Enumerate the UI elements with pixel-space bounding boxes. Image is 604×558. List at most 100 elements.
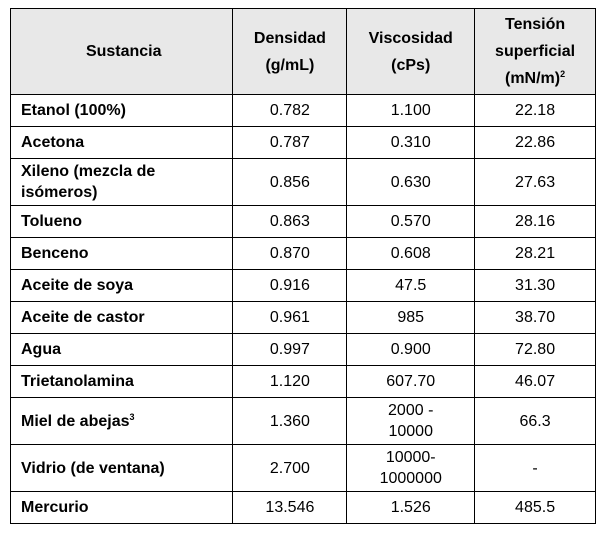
table-row: Vidrio (de ventana) 2.700 10000- 1000000 - bbox=[9, 444, 596, 492]
cell-text: Aceite de soya bbox=[21, 277, 134, 294]
cell-text: Sustancia bbox=[85, 43, 162, 60]
cell-text: isómeros) bbox=[21, 184, 98, 201]
substance-cell: Miel de abejas3 bbox=[9, 397, 234, 445]
substance-cell: Benceno bbox=[9, 237, 234, 270]
cell-text: 22.86 bbox=[515, 134, 556, 151]
cell-text: (cPs) bbox=[391, 56, 431, 74]
substance-cell: Agua bbox=[9, 333, 234, 366]
cell-text: Benceno bbox=[21, 245, 89, 262]
cell-line: superficial bbox=[481, 38, 589, 65]
cell-text: 2000 - bbox=[388, 402, 434, 419]
substance-cell: Etanol (100%) bbox=[9, 94, 234, 127]
header-cell: Viscosidad (cPs) bbox=[346, 8, 476, 95]
cell-text: 1.120 bbox=[269, 373, 310, 390]
footnote-mark: 2 bbox=[560, 69, 566, 79]
cell-text: Etanol (100%) bbox=[21, 102, 126, 119]
value-cell: 0.997 bbox=[232, 333, 348, 366]
cell-text: 0.997 bbox=[269, 341, 310, 358]
value-cell: 985 bbox=[346, 301, 476, 334]
cell-line: Xileno (mezcla de bbox=[21, 161, 226, 182]
value-cell: 0.870 bbox=[232, 237, 348, 270]
value-cell: 27.63 bbox=[474, 158, 596, 206]
substance-cell: Vidrio (de ventana) bbox=[9, 444, 234, 492]
value-cell: 72.80 bbox=[474, 333, 596, 366]
cell-text: Vidrio (de ventana) bbox=[21, 459, 165, 477]
value-cell: 0.863 bbox=[232, 205, 348, 238]
cell-text: 1.360 bbox=[269, 412, 310, 430]
cell-text: 0.961 bbox=[269, 309, 310, 326]
value-cell: 0.782 bbox=[232, 94, 348, 127]
value-cell: 22.86 bbox=[474, 126, 596, 159]
value-cell: 28.16 bbox=[474, 205, 596, 238]
cell-text: 28.16 bbox=[515, 213, 556, 230]
cell-line: 10000- bbox=[353, 447, 468, 468]
cell-text: 1.526 bbox=[390, 499, 431, 516]
cell-line: Viscosidad bbox=[353, 25, 468, 52]
table-row: Miel de abejas3 1.360 2000 - 10000 66.3 bbox=[9, 397, 596, 445]
cell-text: 0.787 bbox=[269, 134, 310, 151]
cell-text: Tolueno bbox=[21, 213, 83, 230]
substance-cell: Mercurio bbox=[9, 491, 234, 524]
data-table: Sustancia Densidad (g/mL) Viscosidad (cPs) Te… bbox=[9, 8, 596, 524]
header-cell: Densidad (g/mL) bbox=[232, 8, 348, 95]
table-row: Etanol (100%) 0.782 1.100 22.18 bbox=[9, 94, 596, 127]
cell-text: 485.5 bbox=[515, 499, 556, 516]
substance-cell: Aceite de soya bbox=[9, 269, 234, 302]
substance-cell: Acetona bbox=[9, 126, 234, 159]
cell-text: superficial bbox=[495, 43, 576, 60]
cell-text: 0.782 bbox=[269, 102, 310, 119]
cell-line: Tensión bbox=[481, 11, 589, 38]
value-cell: 0.916 bbox=[232, 269, 348, 302]
header-cell: Tensión superficial (mN/m)2 bbox=[474, 8, 596, 95]
cell-line: Densidad bbox=[239, 25, 340, 52]
substance-cell: Trietanolamina bbox=[9, 365, 234, 398]
cell-text: 0.570 bbox=[390, 213, 431, 230]
footnote-mark: 3 bbox=[129, 411, 135, 422]
cell-text: 0.630 bbox=[390, 173, 431, 191]
cell-text: Trietanolamina bbox=[21, 373, 134, 390]
table-row: Aceite de castor 0.961 985 38.70 bbox=[9, 301, 596, 334]
value-cell: - bbox=[474, 444, 596, 492]
table-row: Benceno 0.870 0.608 28.21 bbox=[9, 237, 596, 270]
cell-text: 31.30 bbox=[515, 277, 556, 294]
cell-line: 10000 bbox=[353, 421, 468, 442]
cell-line: 1000000 bbox=[353, 468, 468, 489]
header-row: Sustancia Densidad (g/mL) Viscosidad (cPs) Te… bbox=[9, 8, 596, 95]
value-cell: 38.70 bbox=[474, 301, 596, 334]
value-cell: 1.120 bbox=[232, 365, 348, 398]
value-cell: 0.310 bbox=[346, 126, 476, 159]
cell-text: 1.100 bbox=[390, 102, 431, 119]
value-cell: 66.3 bbox=[474, 397, 596, 445]
value-cell: 47.5 bbox=[346, 269, 476, 302]
substance-cell: Tolueno bbox=[9, 205, 234, 238]
cell-text: Viscosidad bbox=[368, 29, 453, 47]
value-cell: 13.546 bbox=[232, 491, 348, 524]
value-cell: 607.70 bbox=[346, 365, 476, 398]
value-cell: 31.30 bbox=[474, 269, 596, 302]
value-cell: 10000- 1000000 bbox=[346, 444, 476, 492]
table-row: Tolueno 0.863 0.570 28.16 bbox=[9, 205, 596, 238]
cell-text: 27.63 bbox=[515, 173, 556, 191]
cell-text: - bbox=[532, 459, 538, 477]
value-cell: 1.360 bbox=[232, 397, 348, 445]
table-row: Trietanolamina 1.120 607.70 46.07 bbox=[9, 365, 596, 398]
cell-text: 38.70 bbox=[515, 309, 556, 326]
substance-cell: Aceite de castor bbox=[9, 301, 234, 334]
value-cell: 0.961 bbox=[232, 301, 348, 334]
value-cell: 0.630 bbox=[346, 158, 476, 206]
cell-text: 985 bbox=[397, 309, 425, 326]
cell-text: Tensión bbox=[504, 16, 566, 33]
value-cell: 46.07 bbox=[474, 365, 596, 398]
cell-text: 22.18 bbox=[515, 102, 556, 119]
cell-text: 28.21 bbox=[515, 245, 556, 262]
table-row: Agua 0.997 0.900 72.80 bbox=[9, 333, 596, 366]
cell-line: (cPs) bbox=[353, 52, 468, 79]
header-cell: Sustancia bbox=[9, 8, 234, 95]
cell-text: 0.916 bbox=[269, 277, 310, 294]
value-cell: 485.5 bbox=[474, 491, 596, 524]
value-cell: 2000 - 10000 bbox=[346, 397, 476, 445]
cell-line: (mN/m)2 bbox=[481, 65, 589, 92]
cell-text: 10000 bbox=[388, 423, 433, 440]
value-cell: 1.100 bbox=[346, 94, 476, 127]
